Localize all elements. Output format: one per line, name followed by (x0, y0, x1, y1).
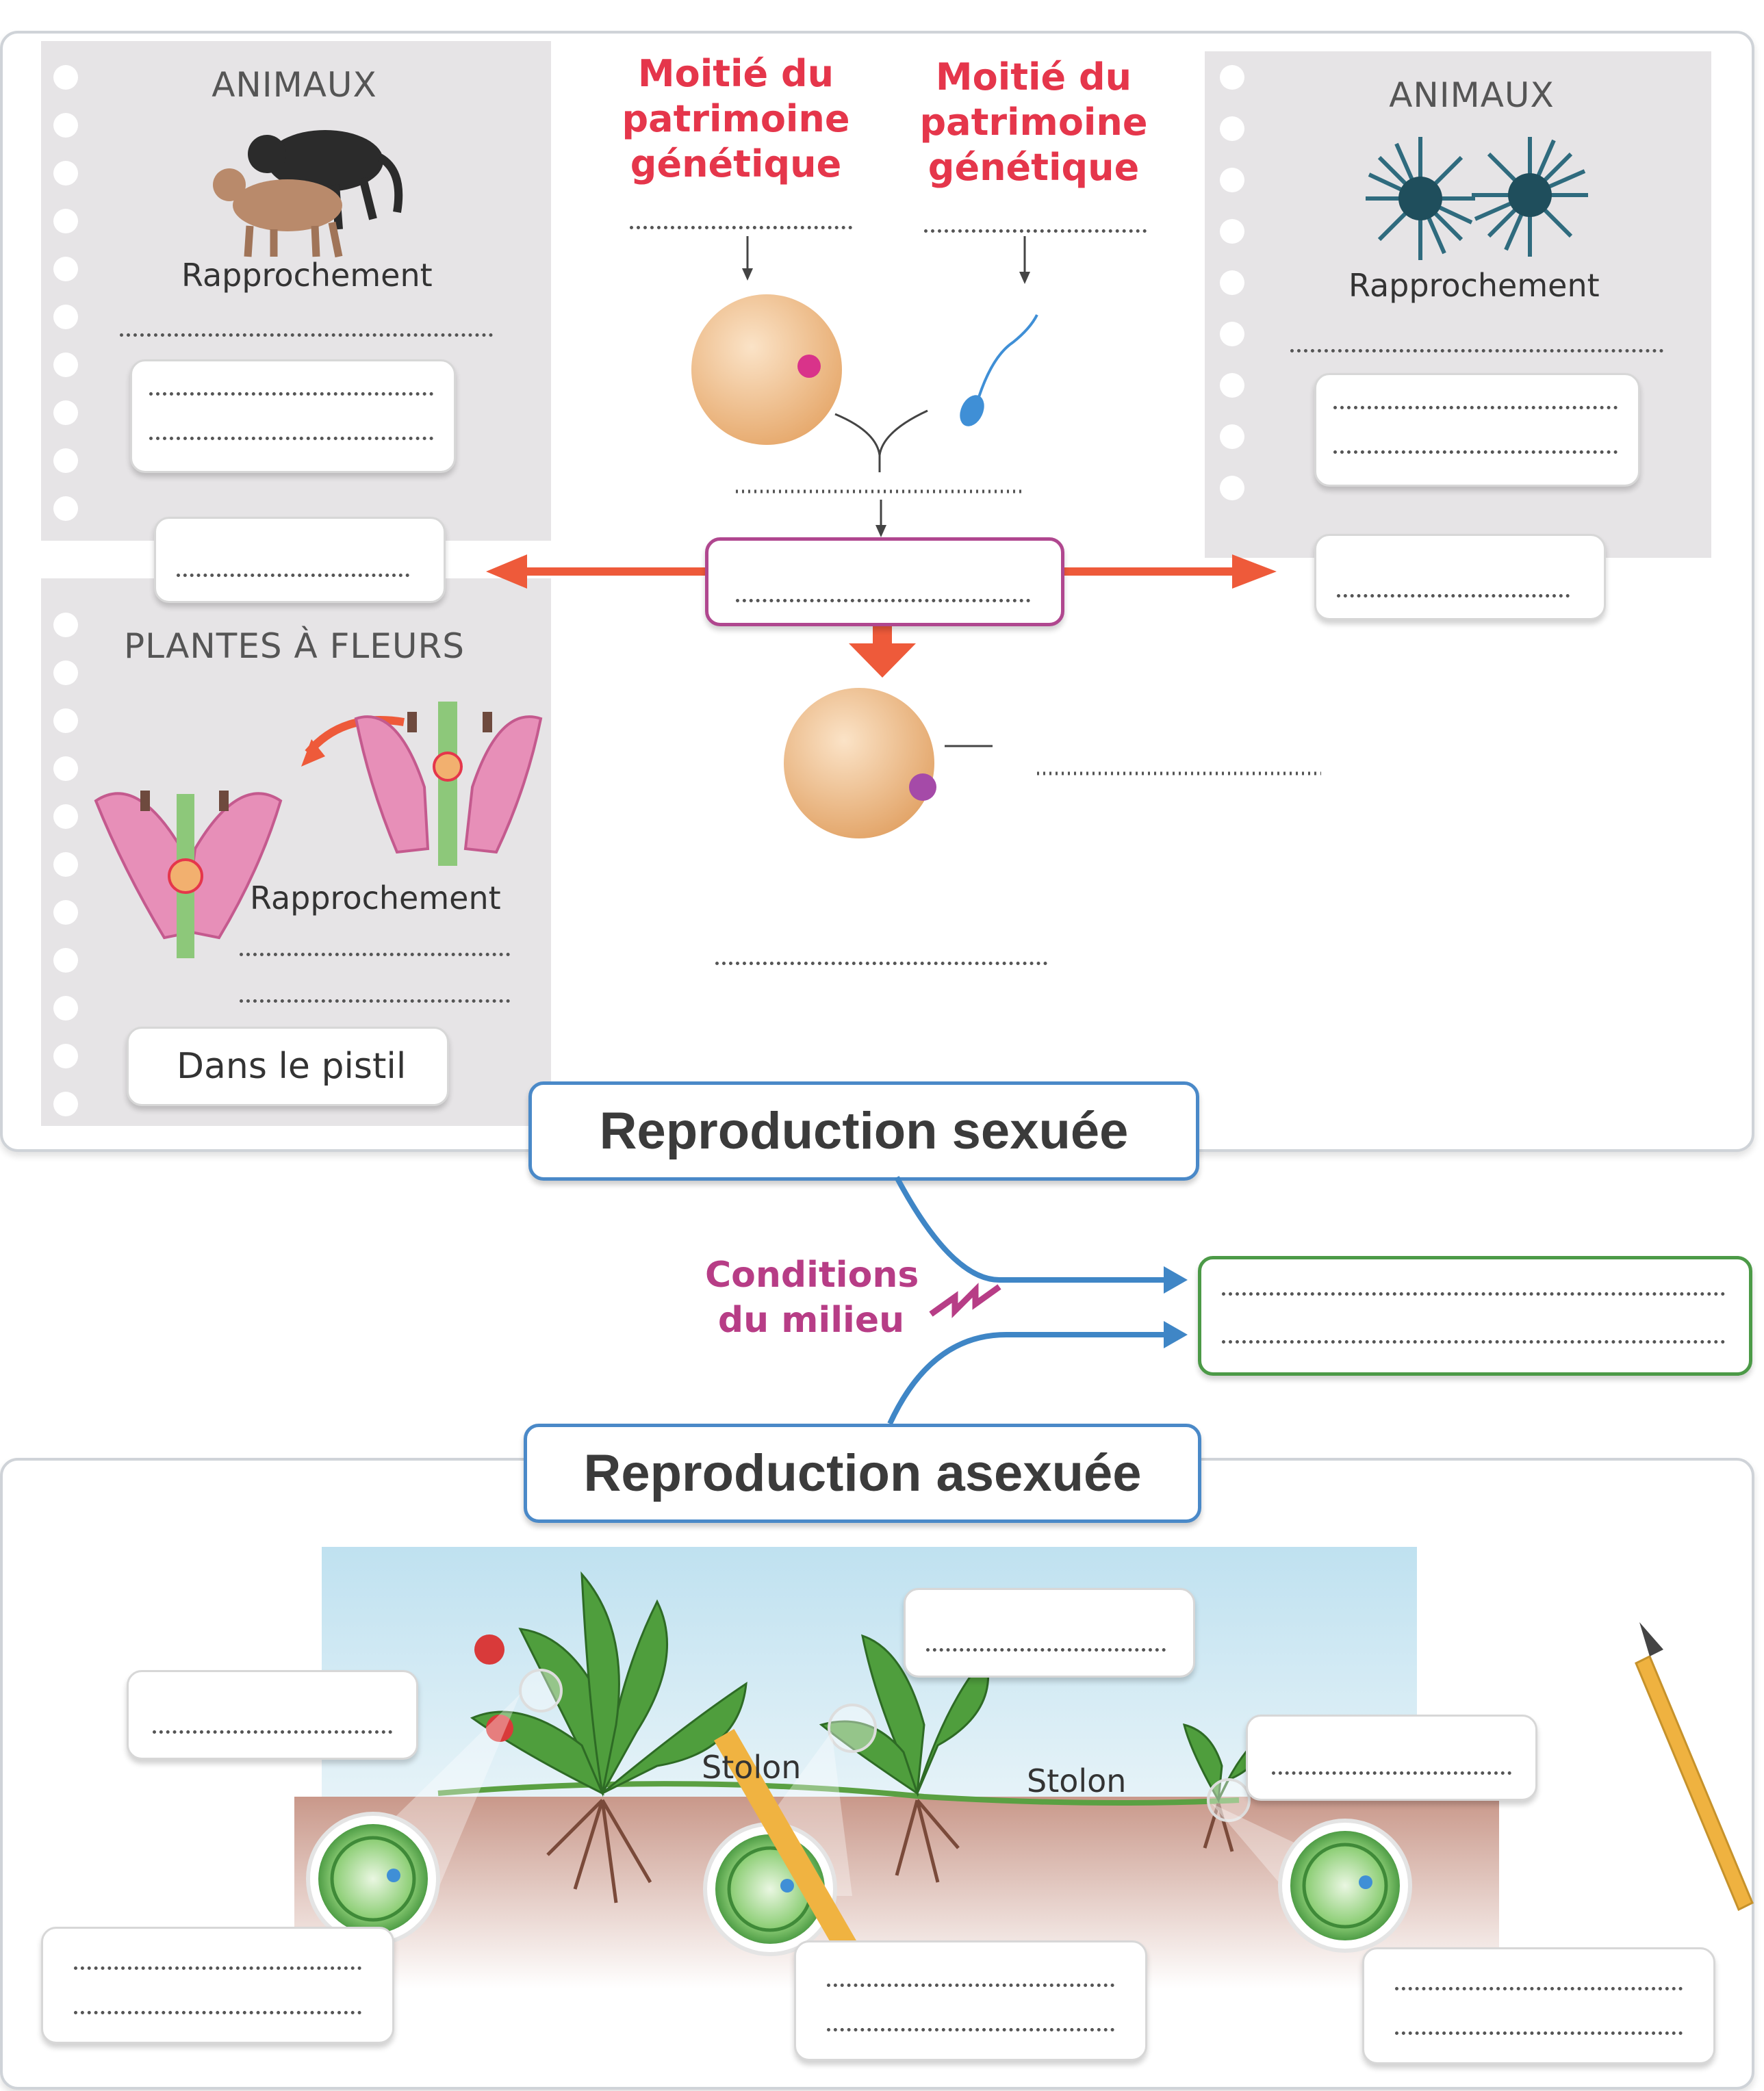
animals-right-blank-line[interactable] (1290, 349, 1663, 352)
environment-conditions-label: Conditions du milieu (705, 1255, 919, 1341)
plants-location-text: Dans le pistil (177, 1046, 407, 1087)
animals-right-approach-label: Rapprochement (1348, 267, 1600, 304)
plants-title: PLANTES À FLEURS (124, 626, 465, 666)
common-result-box[interactable] (1198, 1256, 1752, 1376)
flowers-illustration (94, 702, 543, 958)
fertilization-box[interactable] (705, 537, 1064, 626)
zygote-blank-line[interactable] (715, 962, 1047, 965)
animals-left-title: ANIMAUX (212, 65, 377, 105)
animals-left-approach-label: Rapprochement (181, 257, 433, 294)
stolon-label-2: Stolon (1027, 1762, 1127, 1799)
animals-left-fertilization-box[interactable] (154, 517, 446, 603)
animals-right-answer-box[interactable] (1314, 373, 1640, 487)
cell-left-answer-box[interactable] (41, 1927, 394, 2044)
mating-animals-illustration (213, 130, 403, 258)
plant-right-answer-box[interactable] (1246, 1715, 1537, 1801)
sexual-reproduction-title: Reproduction sexuée (528, 1081, 1199, 1181)
animals-left-answer-box[interactable] (130, 359, 456, 473)
plants-blank-line-2[interactable] (240, 999, 510, 1003)
sea-urchins-illustration (1366, 137, 1588, 260)
plant-left-answer-box[interactable] (127, 1670, 418, 1760)
plants-approach-label: Rapprochement (250, 880, 501, 916)
gamete-right-title: Moitié du patrimoine génétique (919, 55, 1148, 189)
fertilization-schema (486, 236, 1321, 838)
convergence-arrows (887, 1176, 1188, 1425)
animals-left-blank-line[interactable] (120, 333, 493, 337)
stolon-label-1: Stolon (702, 1749, 802, 1786)
cell-middle-answer-box[interactable] (794, 1940, 1147, 2061)
gamete-left-blank-line[interactable] (630, 226, 852, 229)
plant-top-answer-box[interactable] (904, 1588, 1195, 1678)
asexual-reproduction-title: Reproduction asexuée (524, 1424, 1201, 1523)
animals-right-title: ANIMAUX (1389, 75, 1555, 115)
animals-right-fertilization-box[interactable] (1314, 534, 1606, 620)
plants-blank-line-1[interactable] (240, 953, 510, 956)
gamete-left-title: Moitié du patrimoine génétique (622, 52, 850, 185)
plants-location-box: Dans le pistil (127, 1027, 449, 1106)
cell-right-answer-box[interactable] (1362, 1947, 1715, 2064)
gamete-right-blank-line[interactable] (924, 229, 1147, 233)
